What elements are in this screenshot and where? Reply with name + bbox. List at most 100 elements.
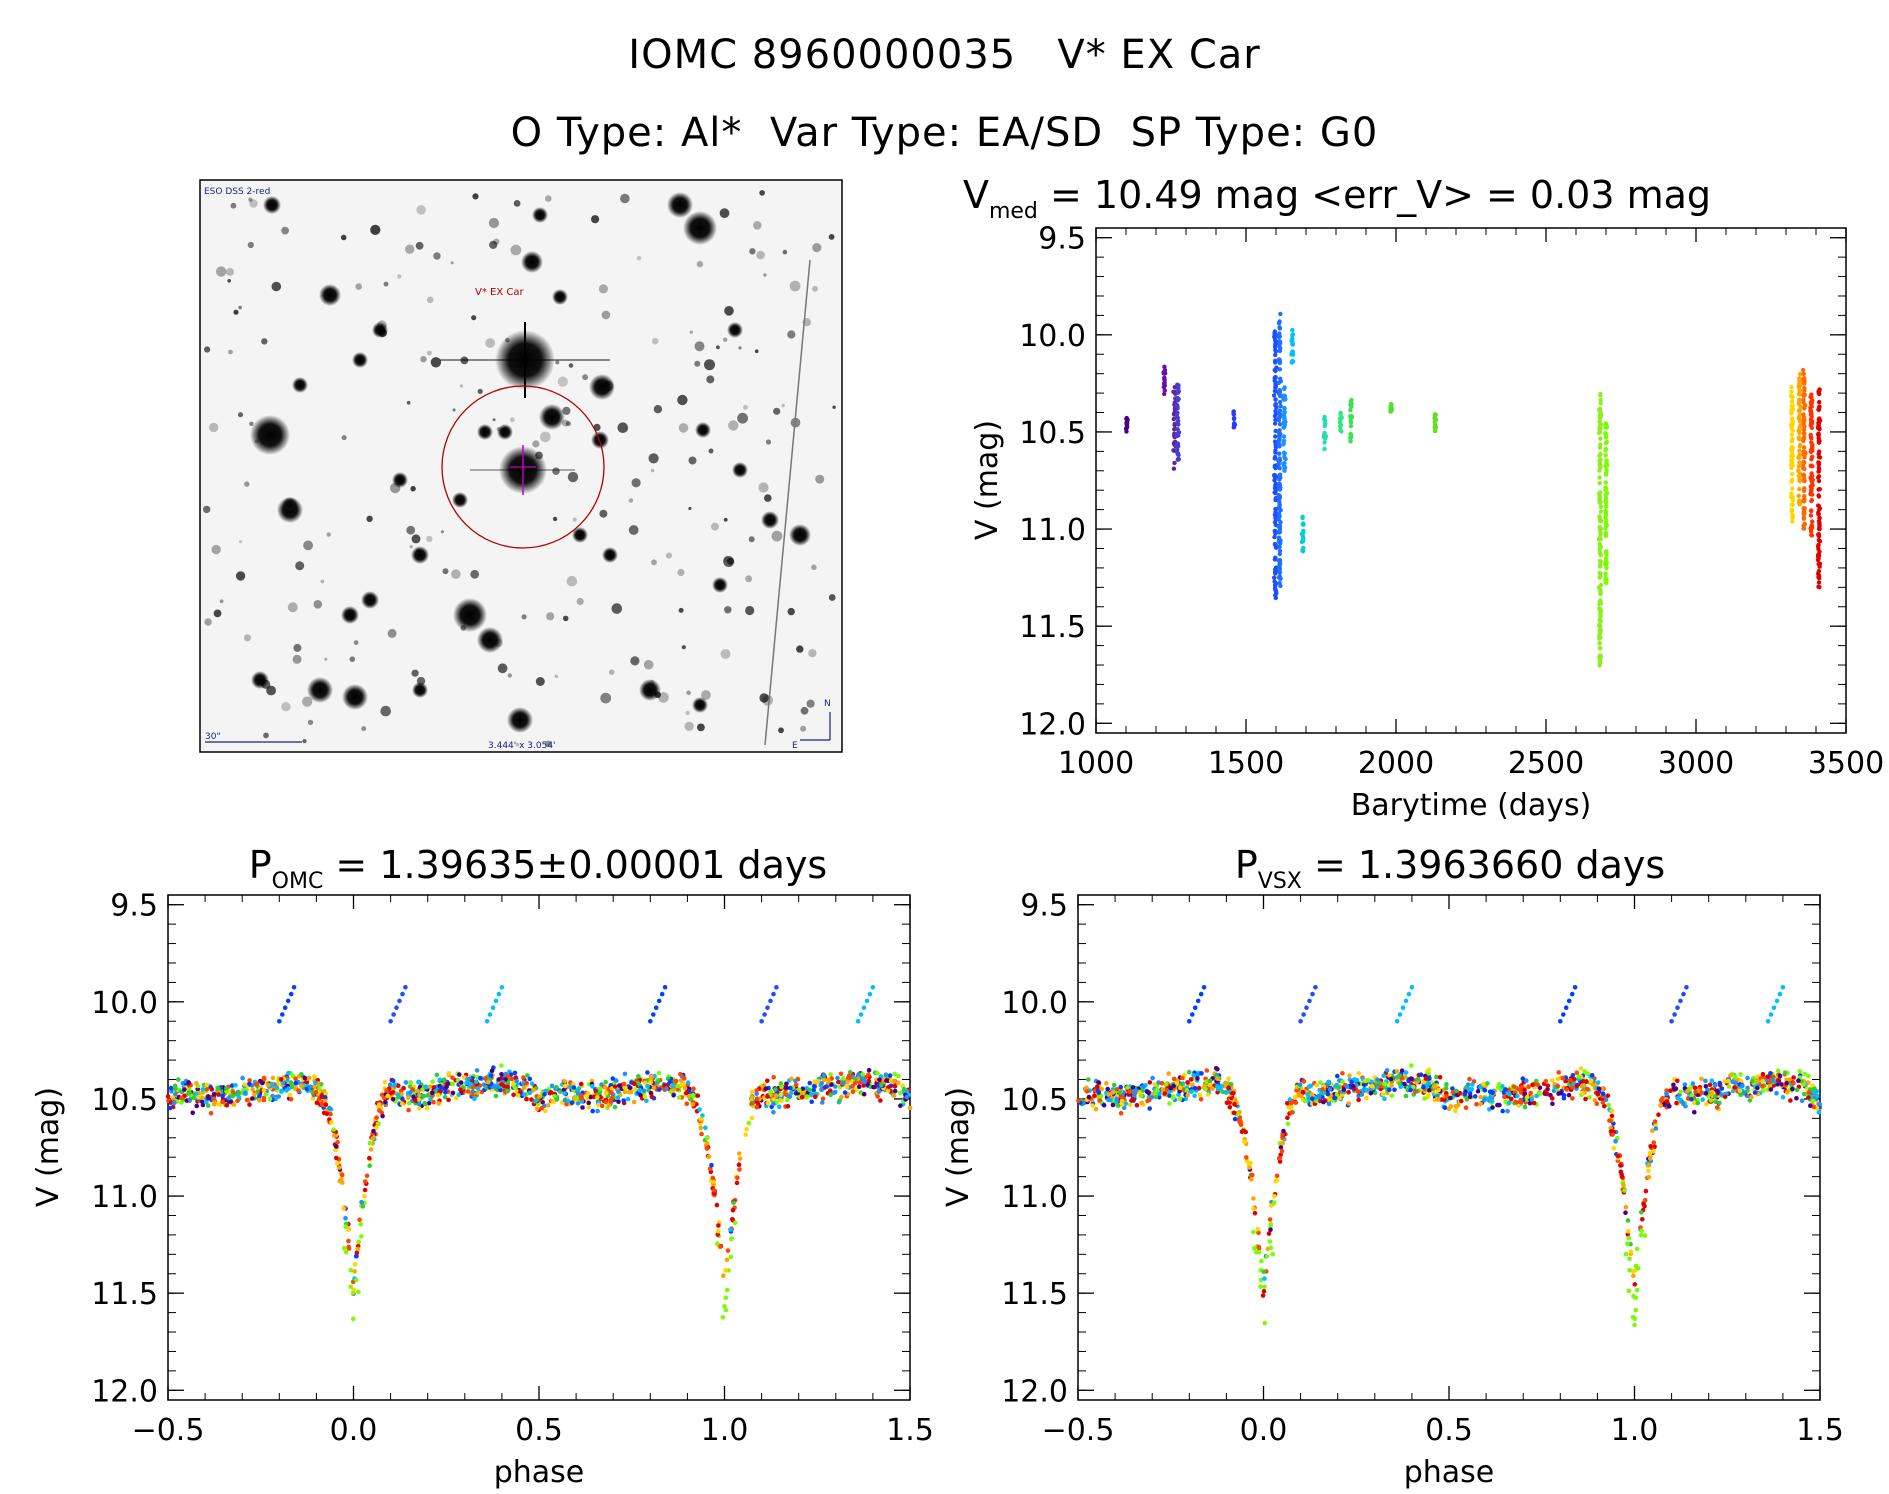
phase-point (253, 1082, 259, 1087)
phase-point (1086, 1094, 1092, 1100)
lightcurve-point (1231, 423, 1237, 429)
phase-point (1127, 1102, 1133, 1108)
phase-outlier-point (1684, 985, 1689, 990)
lightcurve-point (1175, 404, 1180, 409)
lightcurve-point (1597, 514, 1602, 519)
phase-point (457, 1072, 462, 1077)
lightcurve-point (1322, 440, 1327, 445)
phase-point (1092, 1088, 1098, 1093)
phase-point (1472, 1094, 1478, 1099)
lightcurve-point (1162, 388, 1168, 393)
phase-point (1802, 1091, 1807, 1097)
x-tick-label: 1.0 (701, 1413, 749, 1448)
finder-star-faint (226, 267, 234, 276)
phase-point (1188, 1077, 1194, 1082)
finder-star (411, 546, 429, 564)
phase-point (1810, 1083, 1815, 1088)
lightcurve-point (1809, 492, 1815, 497)
phase-point (1543, 1079, 1549, 1084)
finder-star-faint (238, 412, 243, 418)
phase-point (866, 1067, 872, 1073)
lightcurve-point (1597, 660, 1603, 665)
phase-point (1325, 1091, 1331, 1097)
finder-star-faint (243, 634, 252, 642)
phase-point (836, 1079, 841, 1085)
lightcurve-point (1282, 406, 1287, 411)
lightcurve-point (1801, 415, 1807, 420)
finder-star-faint (266, 685, 276, 696)
phase-point (1127, 1089, 1133, 1095)
phase-point (1534, 1093, 1539, 1099)
phase-point (1090, 1103, 1095, 1108)
lightcurve-point (1788, 393, 1794, 399)
phase-point (709, 1162, 714, 1168)
phase-point (1382, 1081, 1388, 1087)
phase-point (603, 1099, 609, 1105)
lightcurve-point (1817, 438, 1822, 444)
phase-point (1232, 1102, 1237, 1107)
lightcurve-point (1597, 524, 1602, 530)
finder-star-faint (806, 699, 815, 708)
phase-point (384, 1088, 389, 1093)
finder-star-faint (706, 375, 715, 384)
phase-point (1288, 1100, 1294, 1106)
lightcurve-point (1337, 416, 1343, 421)
y-tick-label: 10.5 (1019, 416, 1086, 451)
x-tick-label: 1.0 (1611, 1413, 1659, 1448)
phase-point (1774, 1090, 1779, 1096)
phase-point (891, 1093, 897, 1098)
lightcurve-point (1276, 461, 1282, 467)
phase-point (1574, 1070, 1580, 1075)
phase-point (168, 1085, 174, 1091)
phase-point (714, 1202, 720, 1208)
phase-point (575, 1091, 581, 1096)
finder-star (341, 606, 359, 624)
phase-point (765, 1078, 770, 1084)
lightcurve-point (1278, 576, 1283, 581)
phase-point (1450, 1089, 1456, 1095)
lightcurve-point (1816, 465, 1822, 471)
phase-point (1595, 1080, 1601, 1085)
phase-point (403, 1080, 409, 1085)
y-tick-label: 12.0 (1001, 1374, 1068, 1409)
lightcurve-point (1348, 402, 1354, 407)
lightcurve-point (1796, 493, 1802, 498)
phase-omc-ylabel: V (mag) (31, 1087, 66, 1207)
phase-point (382, 1095, 387, 1101)
phase-point (1459, 1098, 1464, 1104)
lightcurve-point (1272, 439, 1278, 444)
phase-point (1145, 1098, 1150, 1104)
phase-point (423, 1101, 428, 1107)
phase-point (405, 1095, 411, 1100)
lightcurve-point (1808, 463, 1813, 469)
lightcurve-point (1272, 413, 1278, 419)
x-tick-label: 1500 (1208, 746, 1284, 781)
lightcurve-point (1272, 421, 1278, 426)
finder-star-faint (771, 530, 783, 542)
phase-point (1583, 1096, 1588, 1102)
phase-point (382, 1080, 388, 1085)
phase-outlier-point (1400, 1005, 1406, 1010)
lightcurve-point (1597, 640, 1602, 646)
phase-point (455, 1077, 461, 1083)
finder-star-faint (756, 250, 765, 260)
lightcurve-point (1798, 412, 1803, 417)
phase-point (1495, 1102, 1500, 1108)
finder-star-faint (685, 710, 690, 716)
phase-outlier-point (388, 1019, 393, 1024)
lightcurve-point (1272, 569, 1278, 575)
lightcurve-point (1802, 466, 1807, 472)
lightcurve-point (1597, 622, 1602, 627)
finder-star-faint (361, 726, 367, 732)
phase-point (887, 1073, 893, 1078)
finder-star-faint (753, 221, 762, 230)
phase-point (1409, 1063, 1414, 1068)
phase-point (1675, 1096, 1681, 1101)
finder-star-faint (728, 420, 739, 431)
lightcurve-point (1175, 410, 1180, 416)
finder-star-faint (719, 208, 730, 219)
phase-point (1251, 1206, 1256, 1211)
phase-point (1806, 1073, 1811, 1079)
phase-point (1422, 1096, 1427, 1101)
phase-point (1522, 1087, 1527, 1093)
